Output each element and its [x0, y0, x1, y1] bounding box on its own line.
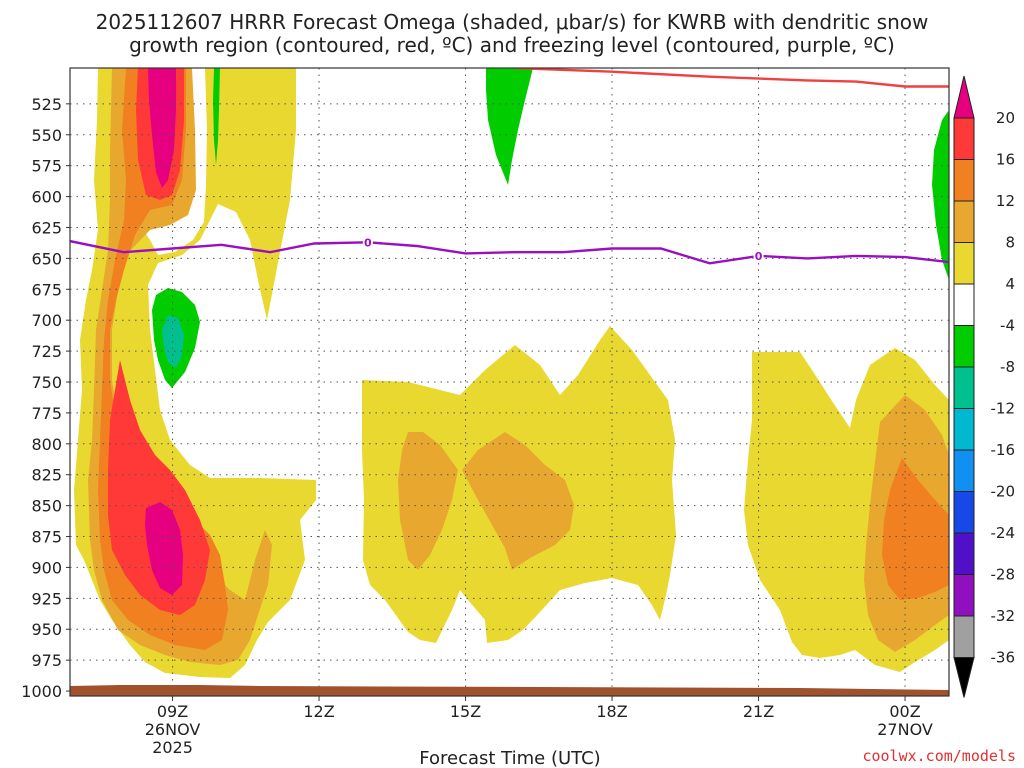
y-tick-label-975: 975	[31, 651, 62, 670]
colorbar-box-5	[953, 283, 975, 326]
colorbar-label-9: -20	[991, 483, 1016, 501]
terrain-strip	[70, 685, 949, 696]
colorbar-bottom-arrow	[953, 657, 975, 698]
colorbar-box-1	[953, 117, 975, 160]
freezing-level-label-0: 0	[364, 236, 372, 249]
chart-title-line-1: 2025112607 HRRR Forecast Omega (shaded, …	[96, 10, 929, 34]
credit-text: coolwx.com/models	[862, 747, 1016, 765]
colorbar-box-9	[953, 449, 975, 492]
colorbar-label-12: -32	[991, 607, 1016, 625]
freezing-level-line	[70, 239, 949, 265]
y-tick-label-550: 550	[31, 126, 62, 145]
colorbar-box-8	[953, 408, 975, 451]
omega-region-orange-midband-right	[462, 432, 574, 570]
colorbar-label-5: -4	[1000, 317, 1015, 335]
colorbar-box-2	[953, 159, 975, 202]
y-gridlines	[66, 103, 949, 692]
colorbar-box-3	[953, 200, 975, 243]
y-tick-label-1000: 1000	[21, 682, 62, 701]
chart-title-line-2: growth region (contoured, red, ºC) and f…	[129, 33, 895, 57]
x-axis-title: Forecast Time (UTC)	[419, 748, 600, 768]
x-tick-label-09Z: 09Z	[157, 702, 188, 721]
y-tick-label-950: 950	[31, 620, 62, 639]
x-tick-date-09Z: 26NOV	[145, 720, 201, 739]
y-tick-label-800: 800	[31, 435, 62, 454]
colorbar-label-2: 12	[996, 192, 1015, 210]
omega-region-orange-rightband	[882, 458, 949, 600]
y-tick-label-650: 650	[31, 249, 62, 268]
omega-region-green-16z	[486, 68, 533, 185]
y-tick-label-825: 825	[31, 466, 62, 485]
colorbar-box-12	[953, 574, 975, 617]
omega-region-magenta-lower	[145, 502, 183, 595]
omega-colorbar	[953, 75, 975, 698]
colorbar-labels: 20 16 12 8 4 -4 -8 -12 -16 -20 -24 -28 -32 -36	[991, 109, 1016, 667]
y-tick-label-700: 700	[31, 311, 62, 330]
omega-shading	[74, 68, 949, 678]
x-tick-label-18Z: 18Z	[596, 702, 627, 721]
freezing-level-label-1: 0	[755, 250, 763, 263]
y-tick-label-600: 600	[31, 188, 62, 207]
y-tick-label-625: 625	[31, 218, 62, 237]
colorbar-label-0: 20	[996, 109, 1015, 127]
colorbar-box-7	[953, 366, 975, 409]
colorbar-box-4	[953, 242, 975, 285]
y-tick-label-675: 675	[31, 280, 62, 299]
y-tick-label-900: 900	[31, 558, 62, 577]
omega-region-green-right-edge	[932, 110, 949, 280]
colorbar-box-6	[953, 325, 975, 368]
freezing-level-label-bg-1	[753, 248, 764, 262]
colorbar-label-4: 4	[1005, 275, 1015, 293]
y-tick-label-525: 525	[31, 95, 62, 114]
omega-region-magenta-upper	[148, 68, 176, 188]
y-tick-label-725: 725	[31, 342, 62, 361]
x-tick-year-09Z: 2025	[152, 738, 193, 757]
x-tick-label-15Z: 15Z	[450, 702, 481, 721]
y-axis-labels: 525 550 575 600 625 650 675 700 725 750 775 800 825 8…	[21, 95, 62, 701]
colorbar-box-13	[953, 615, 975, 658]
y-tick-label-575: 575	[31, 157, 62, 176]
omega-region-orange-midband-left	[398, 432, 458, 570]
colorbar-label-3: 8	[1005, 234, 1015, 252]
colorbar-label-6: -8	[1000, 358, 1015, 376]
omega-region-green-sliver	[213, 68, 220, 165]
omega-region-red	[108, 68, 210, 615]
y-tick-label-875: 875	[31, 528, 62, 547]
plot-frame	[69, 67, 950, 697]
x-tick-date-00Z: 27NOV	[877, 720, 933, 739]
x-gridlines	[172, 68, 906, 701]
dgz-contour-line	[514, 68, 949, 88]
x-tick-label-12Z: 12Z	[303, 702, 334, 721]
colorbar-label-10: -24	[991, 524, 1016, 542]
colorbar-label-8: -16	[991, 441, 1016, 459]
x-tick-label-00Z: 00Z	[889, 702, 920, 721]
freezing-level-labels: 00	[362, 235, 764, 263]
x-tick-label-21Z: 21Z	[743, 702, 774, 721]
y-tick-label-775: 775	[31, 404, 62, 423]
y-tick-label-850: 850	[31, 497, 62, 516]
colorbar-box-10	[953, 491, 975, 534]
colorbar-top-arrow	[953, 75, 975, 119]
y-tick-label-925: 925	[31, 589, 62, 608]
colorbar-label-1: 16	[996, 151, 1015, 169]
colorbar-label-11: -28	[991, 566, 1016, 584]
freezing-level-label-bg-0	[362, 235, 373, 249]
y-tick-label-750: 750	[31, 373, 62, 392]
colorbar-label-13: -36	[991, 649, 1016, 667]
colorbar-box-11	[953, 532, 975, 575]
colorbar-label-7: -12	[991, 400, 1016, 418]
